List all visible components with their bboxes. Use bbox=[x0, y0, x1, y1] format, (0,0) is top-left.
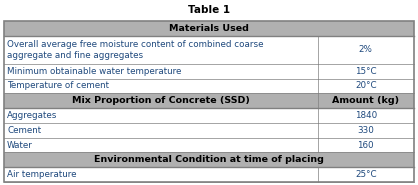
Bar bbox=[4, 167, 414, 182]
Bar bbox=[4, 36, 414, 64]
Text: Materials Used: Materials Used bbox=[169, 24, 249, 33]
Text: 15°C: 15°C bbox=[355, 67, 377, 76]
Text: 2%: 2% bbox=[359, 45, 373, 54]
Bar bbox=[4, 138, 414, 152]
Text: 1840: 1840 bbox=[355, 111, 377, 120]
Text: Cement: Cement bbox=[7, 126, 41, 135]
Bar bbox=[4, 108, 414, 123]
Text: 330: 330 bbox=[357, 126, 374, 135]
Bar bbox=[4, 93, 414, 108]
Text: Minimum obtainable water temperature: Minimum obtainable water temperature bbox=[7, 67, 181, 76]
Bar bbox=[4, 21, 414, 36]
Text: Temperature of cement: Temperature of cement bbox=[7, 81, 109, 90]
Text: Mix Proportion of Concrete (SSD): Mix Proportion of Concrete (SSD) bbox=[72, 96, 250, 105]
Text: Amount (kg): Amount (kg) bbox=[332, 96, 399, 105]
Bar bbox=[4, 152, 414, 167]
Bar bbox=[4, 64, 414, 79]
Text: Table 1: Table 1 bbox=[188, 5, 230, 15]
Text: Water: Water bbox=[7, 141, 33, 150]
Text: Air temperature: Air temperature bbox=[7, 170, 76, 179]
Text: 160: 160 bbox=[357, 141, 374, 150]
Bar bbox=[4, 79, 414, 93]
Text: Aggregates: Aggregates bbox=[7, 111, 57, 120]
Text: 25°C: 25°C bbox=[355, 170, 377, 179]
Text: 20°C: 20°C bbox=[355, 81, 377, 90]
Bar bbox=[4, 123, 414, 138]
Text: Overall average free moisture content of combined coarse
aggregate and fine aggr: Overall average free moisture content of… bbox=[7, 40, 263, 60]
Bar bbox=[4, 21, 414, 182]
Text: Environmental Condition at time of placing: Environmental Condition at time of placi… bbox=[94, 155, 324, 164]
